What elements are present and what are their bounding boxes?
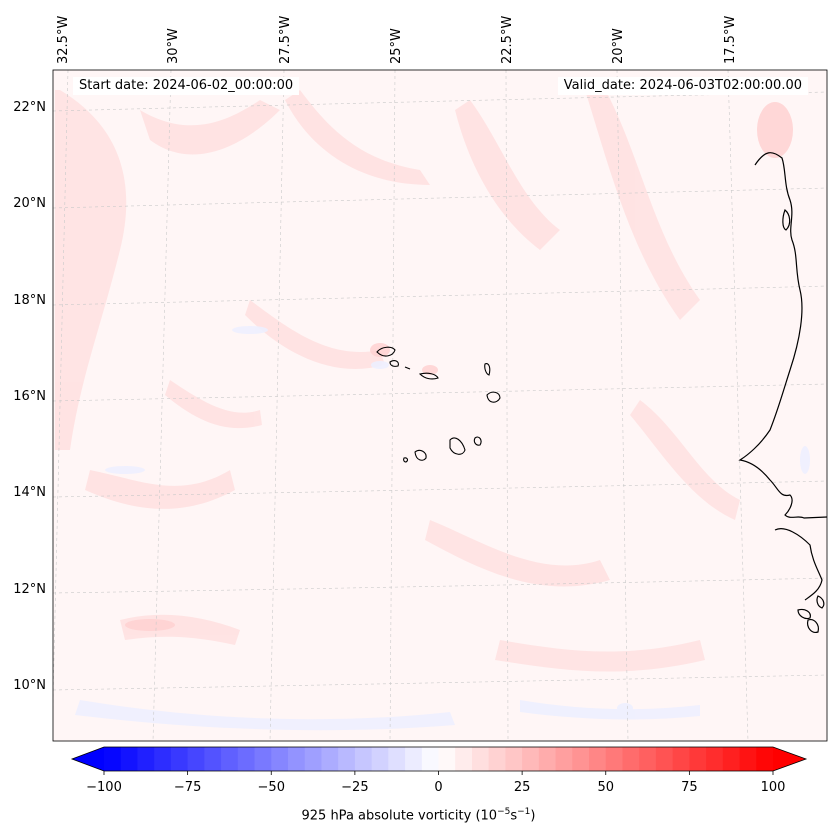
- colorbar-tick-label: 25: [514, 780, 531, 795]
- colorbar-bin: [438, 747, 456, 771]
- lon-label: 32.5°W: [56, 16, 71, 64]
- colorbar-bin: [271, 747, 289, 771]
- colorbar-bin: [739, 747, 757, 771]
- colorbar-bin: [104, 747, 122, 771]
- colorbar-bin: [555, 747, 573, 771]
- colorbar-bin: [304, 747, 322, 771]
- colorbar-bin: [589, 747, 607, 771]
- cape-verde-islands: [376, 346, 501, 463]
- lat-label: 16°N: [13, 389, 46, 404]
- colorbar-label-end: ): [530, 808, 536, 824]
- colorbar-bin: [287, 747, 306, 771]
- colorbar-bin: [405, 747, 423, 771]
- lat-label: 12°N: [13, 582, 46, 597]
- colorbar-bin: [354, 747, 373, 771]
- coastline: [738, 152, 827, 633]
- colorbar-bin: [204, 747, 222, 771]
- colorbar-bin: [622, 747, 640, 771]
- lon-label: 27.5°W: [278, 16, 293, 64]
- colorbar-bin: [187, 747, 205, 771]
- lat-label: 10°N: [13, 678, 46, 693]
- lon-label: 22.5°W: [500, 16, 515, 64]
- colorbar-label-mid: s: [510, 808, 518, 824]
- colorbar-bin: [706, 747, 724, 771]
- graticule: [53, 70, 827, 741]
- colorbar-tick-label: −25: [341, 780, 368, 795]
- lat-label: 22°N: [13, 100, 46, 115]
- colorbar-bin: [254, 747, 272, 771]
- lon-label: 17.5°W: [723, 16, 738, 64]
- lat-label: 14°N: [13, 485, 46, 500]
- colorbar: −100 −75 −50 −25 0 25 50 75 100: [70, 746, 808, 795]
- colorbar-bin: [154, 747, 172, 771]
- colorbar-bin: [137, 747, 155, 771]
- colorbar-bin: [655, 747, 674, 771]
- colorbar-bin: [522, 747, 540, 771]
- colorbar-tick-label: −50: [258, 780, 285, 795]
- colorbar-bin: [120, 747, 138, 771]
- colorbar-tick-label: 100: [761, 780, 786, 795]
- vorticity-field: [53, 70, 827, 741]
- colorbar-bin: [756, 747, 774, 771]
- colorbar-label-exp2: −1: [517, 807, 531, 817]
- colorbar-bin: [538, 747, 557, 771]
- colorbar-bin: [722, 747, 741, 771]
- colorbar-bin: [572, 747, 590, 771]
- colorbar-bin: [221, 747, 239, 771]
- colorbar-extend-min: [72, 747, 104, 771]
- colorbar-bin: [488, 747, 506, 771]
- start-date: Start date: 2024-06-02_00:00:00: [73, 77, 300, 95]
- colorbar-bin: [338, 747, 356, 771]
- lon-label: 30°W: [166, 28, 181, 64]
- colorbar-tick-label: 75: [681, 780, 698, 795]
- colorbar-bin: [639, 747, 657, 771]
- colorbar-bin: [505, 747, 523, 771]
- colorbar-tick-label: −75: [174, 780, 201, 795]
- colorbar-bin: [321, 747, 339, 771]
- longitude-labels: 32.5°W 30°W 27.5°W 25°W 22.5°W 20°W 17.5…: [56, 16, 738, 64]
- colorbar-bin: [605, 747, 623, 771]
- colorbar-bin: [689, 747, 707, 771]
- colorbar-bin: [371, 747, 389, 771]
- map-frame: [52, 69, 828, 742]
- colorbar-bin: [421, 747, 439, 771]
- colorbar-bin: [672, 747, 690, 771]
- colorbar-label: 925 hPa absolute vorticity (10−5s−1): [0, 807, 837, 823]
- colorbar-bin: [471, 747, 490, 771]
- lat-label: 20°N: [13, 196, 46, 211]
- colorbar-label-text: 925 hPa absolute vorticity (10: [301, 808, 498, 824]
- valid-date-text: Valid_date: 2024-06-03T02:00:00.00: [563, 78, 802, 93]
- colorbar-label-exp1: −5: [497, 807, 511, 817]
- lat-label: 18°N: [13, 293, 46, 308]
- latitude-labels: 22°N 20°N 18°N 16°N 14°N 12°N 10°N: [13, 100, 46, 693]
- valid-date: Valid_date: 2024-06-03T02:00:00.00: [557, 77, 808, 95]
- colorbar-tick-label: 50: [597, 780, 614, 795]
- colorbar-bin: [388, 747, 406, 771]
- colorbar-tick-label: 0: [434, 780, 442, 795]
- lon-label: 25°W: [389, 28, 404, 64]
- colorbar-tick-label: −100: [86, 780, 122, 795]
- colorbar-bin: [170, 747, 189, 771]
- colorbar-bin: [455, 747, 473, 771]
- colorbar-bin: [237, 747, 256, 771]
- colorbar-extend-max: [773, 747, 806, 771]
- lon-label: 20°W: [611, 28, 626, 64]
